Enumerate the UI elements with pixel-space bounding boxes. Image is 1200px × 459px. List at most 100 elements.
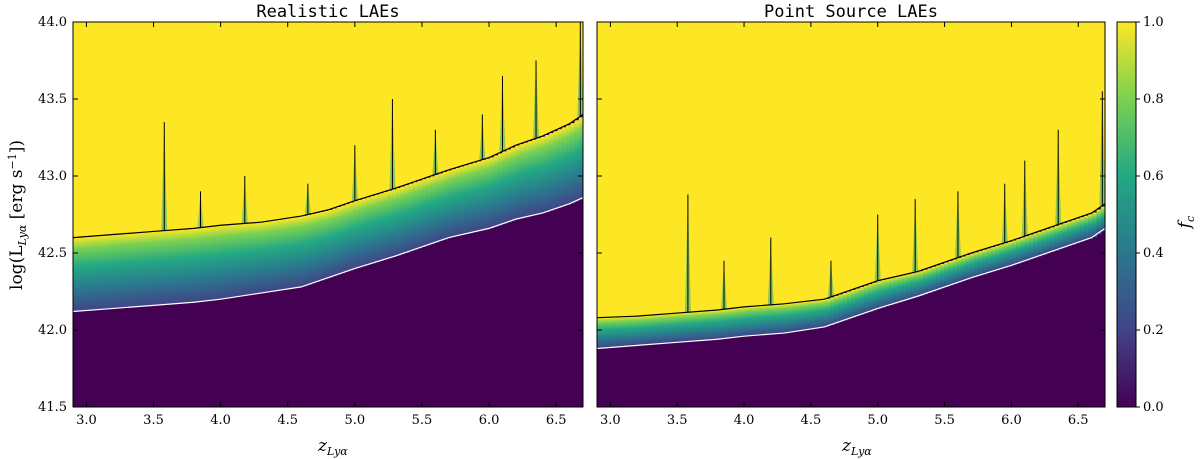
transition-strip xyxy=(277,219,282,291)
transition-strip xyxy=(502,151,508,224)
transition-strip xyxy=(391,189,397,258)
ticks-left: 3.0 3.5 4.0 4.5 5.0 5.5 6.0 6.5 41.5 42.0 42.5 43.0… xyxy=(38,15,583,428)
transition-strip xyxy=(128,233,134,308)
transition-strip xyxy=(884,279,890,307)
transition-strip xyxy=(817,300,822,329)
panel-point-source: 3.0 3.5 4.0 4.5 5.0 5.5 6.0 6.5 Point Source LA… xyxy=(596,2,1106,428)
transition-strip xyxy=(1054,225,1060,251)
y-tick-label: 44.0 xyxy=(38,15,67,30)
transition-strip xyxy=(707,310,712,341)
transition-strip xyxy=(136,232,142,307)
transition-strip xyxy=(804,301,810,330)
transition-strip xyxy=(349,202,355,271)
transition-strip xyxy=(192,228,197,303)
transition-strip xyxy=(791,302,797,332)
transition-strip xyxy=(459,166,465,236)
contour-white xyxy=(73,197,583,313)
transition-strip xyxy=(1028,234,1034,260)
transition-strip xyxy=(757,305,763,336)
transition-strip xyxy=(652,314,657,345)
x-tick-label: 6.5 xyxy=(546,413,567,428)
transition-strip xyxy=(145,232,151,306)
transition-strip xyxy=(694,311,700,342)
transition-strip xyxy=(601,317,607,349)
transition-strip xyxy=(656,314,662,344)
transition-strip xyxy=(897,276,903,303)
transition-strip xyxy=(396,188,401,256)
transition-strip xyxy=(187,228,193,303)
transition-strip xyxy=(893,277,899,304)
transition-strip xyxy=(489,157,495,229)
transition-strip xyxy=(425,177,431,246)
transition-strip xyxy=(111,234,117,309)
transition-strip xyxy=(536,138,542,215)
transition-strip xyxy=(812,300,818,329)
transition-strip xyxy=(408,183,414,252)
transition-strip xyxy=(289,217,295,289)
x-tick-label: 5.0 xyxy=(344,413,365,428)
x-tick-label: 6.0 xyxy=(479,413,500,428)
transition-strip xyxy=(906,274,911,300)
transition-strip xyxy=(889,278,894,305)
transition-strip xyxy=(510,147,516,221)
transition-strip xyxy=(643,315,649,345)
transition-strip xyxy=(939,263,945,289)
transition-strip xyxy=(914,272,920,298)
transition-strip xyxy=(935,265,941,290)
transition-strip xyxy=(306,214,312,285)
colorbar-gradient xyxy=(1116,21,1137,408)
transition-strip xyxy=(81,236,87,311)
transition-strip xyxy=(98,235,104,310)
transition-strip xyxy=(677,313,683,343)
transition-strip xyxy=(179,229,185,304)
transition-strip xyxy=(872,282,877,311)
transition-strip xyxy=(681,312,687,342)
transition-strip xyxy=(965,255,971,280)
transition-strip xyxy=(260,222,265,294)
transition-strip xyxy=(400,186,406,255)
transition-strip xyxy=(922,269,928,295)
y-axis-label: log(LLyα [erg s−1]) xyxy=(6,140,29,290)
transition-strip xyxy=(485,158,491,230)
y-tick-label: 43.5 xyxy=(38,92,67,107)
transition-strip xyxy=(124,233,129,308)
contour-black xyxy=(597,203,1105,319)
heatmap-high-region xyxy=(73,22,583,238)
transition-strip xyxy=(243,223,248,296)
transition-strip xyxy=(268,221,274,292)
transition-strip xyxy=(323,210,329,280)
transition-strip xyxy=(379,193,384,262)
transition-strip xyxy=(328,209,333,278)
transition-strip xyxy=(532,139,537,216)
transition-strip xyxy=(961,256,966,282)
transition-strip xyxy=(175,229,180,304)
transition-strip xyxy=(561,127,567,207)
y-tick-label: 41.5 xyxy=(38,400,67,415)
transition-strip xyxy=(107,234,112,309)
transition-strip xyxy=(519,144,525,219)
transition-strip xyxy=(468,163,474,234)
transition-strip xyxy=(711,310,717,340)
transition-strip xyxy=(728,308,734,338)
transition-strip xyxy=(451,169,457,238)
transition-strip xyxy=(1092,212,1098,238)
transition-strip xyxy=(332,208,338,277)
transition-strip xyxy=(247,223,253,296)
transition-strip xyxy=(1033,233,1038,258)
transition-strip xyxy=(1083,215,1089,241)
transition-strip xyxy=(1024,236,1030,261)
transition-strip xyxy=(795,302,801,332)
transition-strip xyxy=(698,311,704,341)
x-tick-label: 5.5 xyxy=(412,413,433,428)
contour-white xyxy=(597,227,1105,350)
transition-strip xyxy=(1011,240,1017,266)
y-tick-label: 42.5 xyxy=(38,246,67,261)
transition-strip xyxy=(230,224,236,298)
transition-strip xyxy=(986,248,992,273)
transition-strip xyxy=(863,285,869,314)
x-tick-label: 6.5 xyxy=(1068,413,1089,428)
transition-strip xyxy=(506,149,512,223)
transition-strip xyxy=(251,222,257,295)
transition-strip xyxy=(779,304,784,334)
